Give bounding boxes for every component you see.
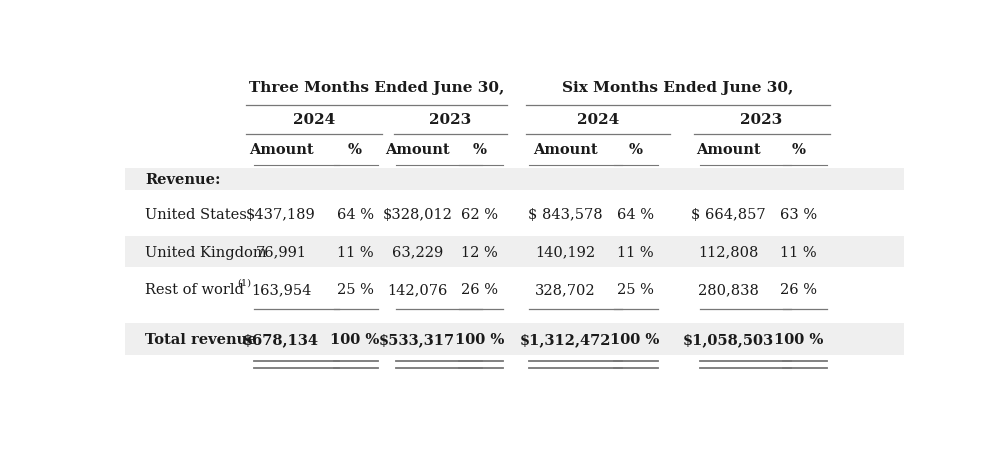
- Text: Amount: Amount: [533, 142, 597, 157]
- Text: $1,312,472: $1,312,472: [519, 332, 610, 347]
- Text: Total revenue: Total revenue: [144, 332, 257, 347]
- Text: 2023: 2023: [740, 112, 782, 127]
- Text: Amount: Amount: [384, 142, 449, 157]
- Text: $437,189: $437,189: [246, 208, 316, 222]
- Text: 163,954: 163,954: [251, 283, 311, 297]
- Bar: [125, 324, 903, 355]
- Text: 2024: 2024: [293, 112, 335, 127]
- Text: 11 %: 11 %: [616, 245, 653, 259]
- Text: 100 %: 100 %: [330, 332, 379, 347]
- Text: $328,012: $328,012: [382, 208, 451, 222]
- Text: United States: United States: [144, 208, 247, 222]
- Text: 328,702: 328,702: [535, 283, 595, 297]
- Text: 25 %: 25 %: [616, 283, 653, 297]
- Text: 26 %: 26 %: [779, 283, 816, 297]
- Text: %: %: [348, 142, 362, 157]
- Text: 64 %: 64 %: [616, 208, 653, 222]
- Text: Amount: Amount: [695, 142, 760, 157]
- Text: 76,991: 76,991: [256, 245, 306, 259]
- Text: 11 %: 11 %: [336, 245, 373, 259]
- Text: 26 %: 26 %: [460, 283, 497, 297]
- Text: United Kingdom: United Kingdom: [144, 245, 267, 259]
- Text: %: %: [628, 142, 642, 157]
- Text: Revenue:: Revenue:: [144, 173, 221, 187]
- Text: 12 %: 12 %: [460, 245, 497, 259]
- Text: $678,134: $678,134: [243, 332, 319, 347]
- Text: Rest of world: Rest of world: [144, 283, 244, 297]
- Text: $ 843,578: $ 843,578: [528, 208, 602, 222]
- Text: 100 %: 100 %: [610, 332, 659, 347]
- Text: 2023: 2023: [429, 112, 471, 127]
- Text: 112,808: 112,808: [698, 245, 758, 259]
- Bar: [125, 169, 903, 190]
- Text: 100 %: 100 %: [454, 332, 504, 347]
- Text: 11 %: 11 %: [779, 245, 816, 259]
- Text: 280,838: 280,838: [697, 283, 758, 297]
- Text: 25 %: 25 %: [336, 283, 373, 297]
- Bar: [125, 237, 903, 268]
- Text: Six Months Ended June 30,: Six Months Ended June 30,: [562, 81, 792, 95]
- Text: 100 %: 100 %: [773, 332, 822, 347]
- Text: Three Months Ended June 30,: Three Months Ended June 30,: [249, 81, 504, 95]
- Text: 142,076: 142,076: [387, 283, 447, 297]
- Text: $533,317: $533,317: [379, 332, 455, 347]
- Text: 140,192: 140,192: [535, 245, 595, 259]
- Text: 63,229: 63,229: [391, 245, 442, 259]
- Text: %: %: [790, 142, 804, 157]
- Text: 64 %: 64 %: [336, 208, 373, 222]
- Text: 62 %: 62 %: [460, 208, 497, 222]
- Text: 63 %: 63 %: [779, 208, 816, 222]
- Text: %: %: [472, 142, 486, 157]
- Text: Amount: Amount: [249, 142, 313, 157]
- Text: $1,058,503: $1,058,503: [682, 332, 773, 347]
- Text: 2024: 2024: [577, 112, 619, 127]
- Text: (1): (1): [237, 278, 251, 288]
- Text: $ 664,857: $ 664,857: [690, 208, 765, 222]
